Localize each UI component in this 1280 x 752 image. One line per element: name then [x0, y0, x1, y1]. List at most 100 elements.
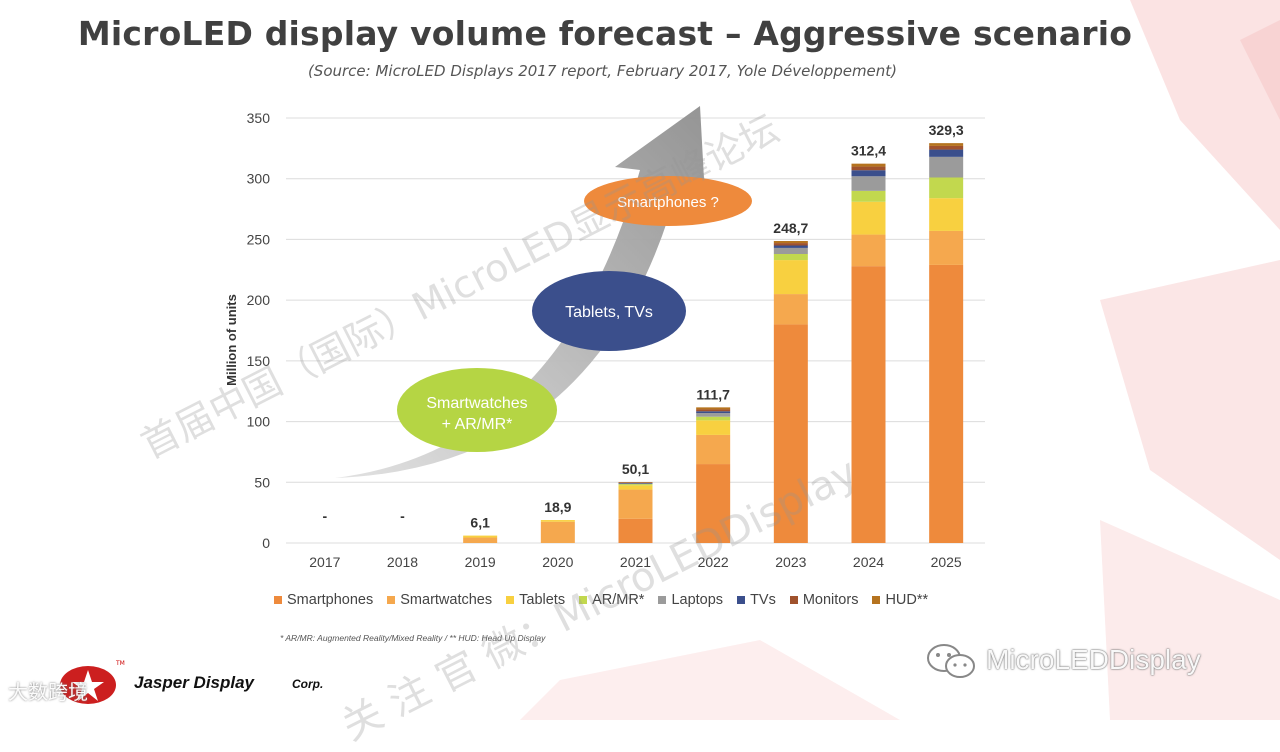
stacked-bar-chart: 0 50 100 150 200 250 300 350 2017 - 2018 - 2019 6,1 2…	[0, 0, 1280, 720]
watermark-account: MicroLEDDisplay	[922, 640, 1201, 680]
legend-item: Monitors	[790, 592, 859, 608]
bar-total-label: -	[400, 508, 405, 524]
bar-segment-laptops	[929, 157, 963, 178]
bar-total-label: 248,7	[773, 220, 808, 236]
bar-segment-tvs	[774, 246, 808, 248]
bar-segment-tablets	[696, 420, 730, 435]
legend-swatch	[658, 596, 666, 604]
legend-label: AR/MR*	[592, 592, 644, 608]
x-tick-label: 2021	[620, 554, 651, 570]
legend-swatch	[387, 596, 395, 604]
bar-total-label: -	[322, 508, 327, 524]
y-tick-label: 150	[247, 353, 271, 369]
legend-label: Smartphones	[287, 592, 373, 608]
logo-text: Jasper Display	[134, 673, 254, 693]
legend-swatch	[790, 596, 798, 604]
footnote: * AR/MR: Augmented Reality/Mixed Reality…	[280, 633, 545, 643]
bar-segment-smartwatches	[929, 231, 963, 265]
y-tick-label: 300	[247, 171, 271, 187]
bar-segment-monitors	[774, 243, 808, 245]
x-tick-label: 2025	[931, 554, 962, 570]
legend-label: TVs	[750, 592, 776, 608]
bar-total-label: 111,7	[696, 386, 730, 402]
bar-segment-monitors	[852, 167, 886, 171]
legend-label: Monitors	[803, 592, 859, 608]
bar-segment-smartwatches	[774, 294, 808, 324]
bar-segment-laptops	[774, 248, 808, 254]
bar-total-label: 329,3	[929, 122, 964, 138]
legend-swatch	[737, 596, 745, 604]
stage3-label: Smartphones ?	[617, 194, 719, 211]
watermark-account-text: MicroLEDDisplay	[986, 644, 1201, 676]
x-tick-label: 2020	[542, 554, 573, 570]
bar-segment-smartphones	[852, 266, 886, 543]
bar-segment-laptops	[852, 176, 886, 191]
bar-segment-tablets	[852, 202, 886, 235]
chart-legend: Smartphones Smartwatches Tablets AR/MR* Lapt…	[274, 592, 974, 608]
bar-segment-smartwatches	[463, 538, 497, 543]
bar-segment-monitors	[929, 146, 963, 150]
x-tick-label: 2018	[387, 554, 418, 570]
x-tick-label: 2019	[465, 554, 496, 570]
y-tick-label: 200	[247, 292, 271, 308]
bar-segment-tvs	[929, 150, 963, 157]
bar-segment-smartwatches	[852, 235, 886, 267]
legend-label: Smartwatches	[400, 592, 492, 608]
y-tick-label: 50	[254, 474, 270, 490]
x-tick-label: 2023	[775, 554, 806, 570]
bar-segment-smartphones	[696, 464, 730, 543]
bar-segment-hud	[774, 241, 808, 243]
bar-segment-smartwatches	[541, 522, 575, 543]
legend-swatch	[579, 596, 587, 604]
legend-label: HUD**	[885, 592, 928, 608]
legend-swatch	[872, 596, 880, 604]
watermark-corner: 大数跨境	[8, 676, 88, 705]
bar-segment-tvs	[696, 411, 730, 413]
legend-item: Tablets	[506, 592, 565, 608]
bar-segment-smartphones	[619, 519, 653, 543]
bar-segment-smartwatches	[619, 490, 653, 519]
bar-segment-tablets	[619, 485, 653, 489]
bar-segment-tablets	[774, 260, 808, 294]
bar-total-label: 312,4	[851, 143, 886, 159]
legend-item: Smartphones	[274, 592, 373, 608]
bar-segment-monitors	[696, 409, 730, 411]
y-tick-label: 0	[262, 535, 270, 551]
legend-label: Laptops	[671, 592, 723, 608]
y-tick-label: 350	[247, 110, 271, 126]
legend-label: Tablets	[519, 592, 565, 608]
y-tick-label: 100	[247, 414, 271, 430]
bar-segment-armr	[696, 417, 730, 421]
wechat-icon	[922, 640, 982, 680]
bar-segment-laptops	[619, 484, 653, 485]
bar-segment-tablets	[929, 198, 963, 231]
bar-segment-laptops	[696, 413, 730, 417]
logo-trademark: TM	[116, 660, 125, 667]
bar-segment-tvs	[852, 170, 886, 176]
y-tick-label: 250	[247, 231, 271, 247]
legend-item: Laptops	[658, 592, 723, 608]
logo-corp: Corp.	[292, 677, 323, 691]
bar-segment-hud	[852, 164, 886, 167]
bar-segment-hud	[696, 407, 730, 409]
legend-swatch	[274, 596, 282, 604]
bar-segment-tablets	[541, 520, 575, 522]
bar-segment-tablets	[463, 536, 497, 538]
legend-item: Smartwatches	[387, 592, 492, 608]
legend-swatch	[506, 596, 514, 604]
bar-segment-armr	[852, 191, 886, 202]
bar-total-label: 50,1	[622, 461, 649, 477]
bar-total-label: 18,9	[544, 499, 571, 515]
bar-segment-armr	[774, 254, 808, 260]
bar-segment-smartphones	[774, 324, 808, 543]
bar-total-label: 6,1	[470, 515, 490, 531]
y-axis-title: Million of units	[224, 294, 239, 386]
legend-item: TVs	[737, 592, 776, 608]
bar-segment-smartwatches	[696, 435, 730, 464]
stage1-label-line2: + AR/MR*	[442, 416, 513, 433]
x-tick-label: 2022	[698, 554, 729, 570]
x-tick-label: 2017	[309, 554, 340, 570]
legend-item: HUD**	[872, 592, 928, 608]
bar-segment-hud	[929, 143, 963, 146]
stage2-label: Tablets, TVs	[565, 304, 653, 321]
